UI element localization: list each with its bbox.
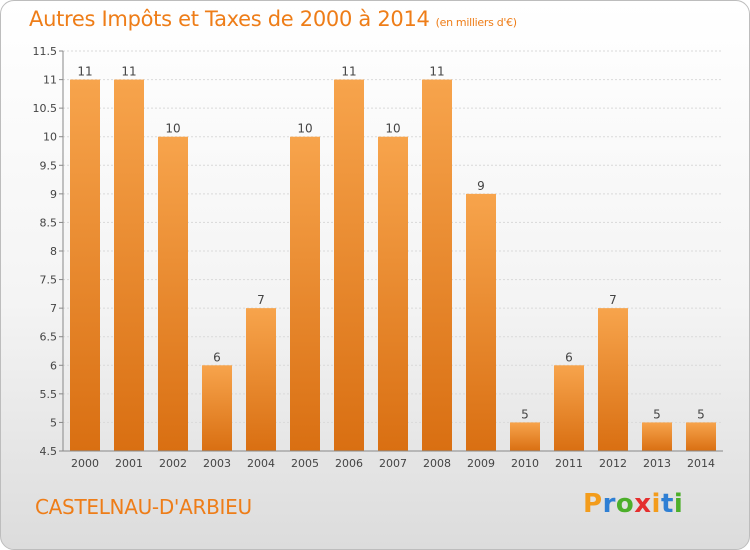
y-tick-label: 4.5: [40, 445, 58, 458]
bar-2001: [114, 79, 144, 452]
bars: 11 11 10 6 7 10 11 10 11 9 5 6 7 5 5: [70, 65, 716, 452]
bar-2005: [290, 136, 320, 451]
x-tick-label: 2005: [291, 457, 319, 470]
commune-name: CASTELNAU-D'ARBIEU: [35, 495, 252, 519]
bar-2011: [554, 365, 584, 451]
data-label: 9: [477, 179, 485, 193]
data-label: 11: [341, 65, 356, 79]
y-tick-label: 6: [50, 359, 57, 372]
y-tick-label: 8: [50, 245, 57, 258]
data-label: 11: [77, 65, 92, 79]
logo-letter: i: [673, 489, 684, 519]
data-label: 10: [165, 122, 180, 136]
y-tick-label: 7: [50, 302, 57, 315]
chart-subtitle: (en milliers d'€): [435, 16, 517, 29]
chart-title-text: Autres Impôts et Taxes de 2000 à 2014: [29, 7, 430, 31]
x-tick-label: 2010: [511, 457, 539, 470]
data-label: 7: [257, 293, 265, 307]
bar-2014: [686, 422, 716, 451]
x-axis: 2000 2001 2002 2003 2004 2005 2006 2007 2008 2009…: [63, 450, 723, 470]
x-tick-label: 2004: [247, 457, 275, 470]
bar-2007: [378, 136, 408, 451]
logo-letter: P: [583, 489, 603, 519]
y-tick-label: 8.5: [40, 216, 58, 229]
data-label: 7: [609, 293, 617, 307]
logo-letter: x: [634, 489, 652, 519]
data-label: 11: [121, 65, 136, 79]
x-tick-label: 2000: [71, 457, 99, 470]
y-tick-label: 9: [50, 188, 57, 201]
bar-2013: [642, 422, 672, 451]
x-tick-label: 2003: [203, 457, 231, 470]
y-tick-label: 11.5: [33, 45, 58, 58]
y-tick-label: 9.5: [40, 159, 58, 172]
y-tick-label: 7.5: [40, 274, 58, 287]
bar-2008: [422, 79, 452, 452]
logo-letter: i: [651, 489, 661, 519]
proxiti-logo: Proxiti: [583, 489, 683, 519]
data-label: 5: [521, 407, 529, 421]
bar-2003: [202, 365, 232, 451]
y-tick-label: 10: [43, 131, 57, 144]
x-tick-label: 2007: [379, 457, 407, 470]
y-tick-label: 5: [50, 416, 57, 429]
logo-letter: o: [615, 489, 635, 519]
bar-2006: [334, 79, 364, 452]
data-label: 5: [697, 407, 705, 421]
chart-title: Autres Impôts et Taxes de 2000 à 2014 (en…: [29, 7, 517, 31]
x-tick-label: 2013: [643, 457, 671, 470]
bar-2012: [598, 308, 628, 451]
logo-letter: r: [602, 489, 616, 519]
x-tick-label: 2002: [159, 457, 187, 470]
x-tick-label: 2011: [555, 457, 583, 470]
x-tick-label: 2014: [687, 457, 715, 470]
y-tick-label: 11: [43, 74, 57, 87]
data-label: 10: [385, 122, 400, 136]
data-label: 6: [565, 350, 573, 364]
bar-2009: [466, 193, 496, 451]
x-tick-label: 2008: [423, 457, 451, 470]
y-tick-label: 10.5: [33, 102, 58, 115]
x-tick-label: 2001: [115, 457, 143, 470]
x-tick-label: 2009: [467, 457, 495, 470]
bar-2004: [246, 308, 276, 451]
bar-2002: [158, 136, 188, 451]
x-tick-label: 2006: [335, 457, 363, 470]
logo-letter: t: [660, 489, 674, 519]
y-tick-label: 5.5: [40, 388, 58, 401]
x-tick-label: 2012: [599, 457, 627, 470]
data-label: 10: [297, 122, 312, 136]
data-label: 6: [213, 350, 221, 364]
y-tick-label: 6.5: [40, 331, 58, 344]
bar-2000: [70, 79, 100, 452]
data-label: 5: [653, 407, 661, 421]
bar-2010: [510, 422, 540, 451]
y-axis: 4.5 5 5.5 6 6.5 7 7.5 8 8.5 9 9.5 10 10.5 11 11.5: [33, 45, 64, 458]
data-label: 11: [429, 65, 444, 79]
